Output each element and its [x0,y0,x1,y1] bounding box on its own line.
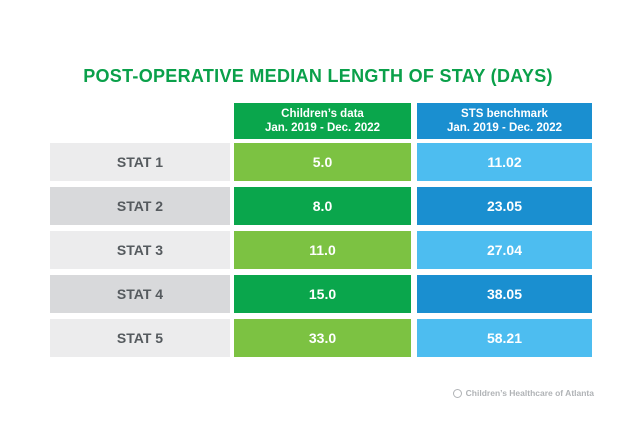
childrens-value: 33.0 [234,319,411,357]
row-label: STAT 4 [50,275,230,313]
column-header-sts-line1: STS benchmark [461,108,548,120]
childrens-value: 11.0 [234,231,411,269]
column-header-sts-line2: Jan. 2019 - Dec. 2022 [446,122,563,134]
footer-text: Children’s Healthcare of Atlanta [465,388,594,398]
column-header-childrens-line2: Jan. 2019 - Dec. 2022 [264,122,381,134]
sts-value: 38.05 [417,275,592,313]
sts-value: 27.04 [417,231,592,269]
chart-title: POST-OPERATIVE MEDIAN LENGTH OF STAY (DA… [83,66,553,86]
row-label: STAT 3 [50,231,230,269]
sts-value: 58.21 [417,319,592,357]
footer-brand: Children’s Healthcare of Atlanta [452,388,594,398]
column-header-sts: STS benchmark Jan. 2019 - Dec. 2022 [417,103,592,139]
logo-icon [452,388,462,398]
sts-value: 11.02 [417,143,592,181]
childrens-value: 8.0 [234,187,411,225]
column-header-childrens: Children’s data Jan. 2019 - Dec. 2022 [234,103,411,139]
row-label: STAT 1 [50,143,230,181]
column-header-childrens-line1: Children’s data [281,108,364,120]
childrens-value: 5.0 [234,143,411,181]
sts-value: 23.05 [417,187,592,225]
row-label: STAT 2 [50,187,230,225]
childrens-value: 15.0 [234,275,411,313]
row-label: STAT 5 [50,319,230,357]
